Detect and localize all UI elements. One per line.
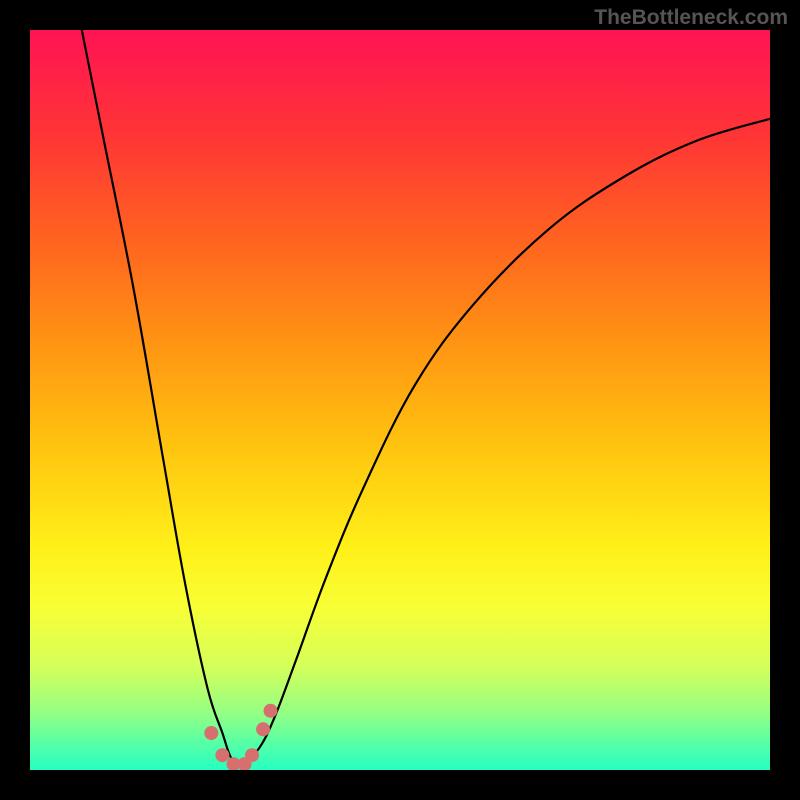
watermark-text: TheBottleneck.com	[594, 6, 788, 30]
chart-svg	[30, 30, 770, 770]
data-marker	[264, 704, 278, 718]
data-marker	[256, 722, 270, 736]
data-marker	[215, 748, 229, 762]
chart-background	[30, 30, 770, 770]
bottleneck-chart	[30, 30, 770, 770]
data-marker	[204, 726, 218, 740]
data-marker	[245, 748, 259, 762]
